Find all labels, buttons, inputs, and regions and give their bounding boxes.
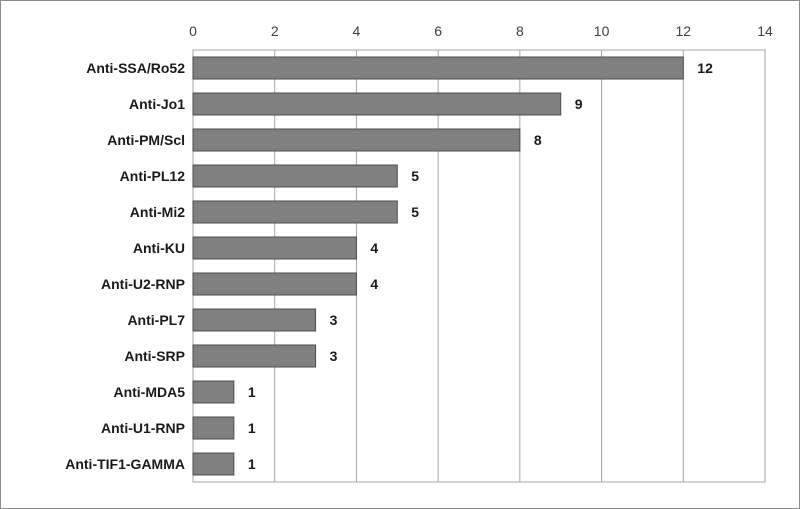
data-label: 1: [248, 384, 256, 400]
bar-anti-u2-rnp: [192, 272, 357, 296]
category-label: Anti-U2-RNP: [101, 276, 185, 292]
data-label: 8: [534, 132, 542, 148]
data-label: 3: [330, 312, 338, 328]
x-tick-label: 4: [353, 23, 361, 39]
bar-anti-jo1: [192, 92, 562, 116]
data-label: 12: [697, 60, 713, 76]
data-label: 4: [370, 240, 378, 256]
x-tick-label: 12: [675, 23, 691, 39]
bar-anti-pl7: [192, 308, 317, 332]
category-label: Anti-U1-RNP: [101, 420, 185, 436]
bar-anti-tif1-gamma: [192, 452, 235, 476]
bar-anti-u1-rnp: [192, 416, 235, 440]
category-label: Anti-PL7: [127, 312, 185, 328]
bar-anti-ku: [192, 236, 357, 260]
data-label: 3: [330, 348, 338, 364]
data-label: 4: [370, 276, 378, 292]
x-tick-label: 2: [271, 23, 279, 39]
data-label: 5: [411, 204, 419, 220]
bar-anti-ssa-ro52: [192, 56, 684, 80]
category-label: Anti-TIF1-GAMMA: [65, 456, 185, 472]
category-label: Anti-MDA5: [113, 384, 185, 400]
category-label: Anti-SRP: [124, 348, 185, 364]
category-label: Anti-SSA/Ro52: [86, 60, 185, 76]
data-label: 5: [411, 168, 419, 184]
x-tick-label: 8: [516, 23, 524, 39]
x-tick-label: 0: [189, 23, 197, 39]
data-label: 9: [575, 96, 583, 112]
x-tick-label: 6: [434, 23, 442, 39]
x-tick-label: 14: [757, 23, 773, 39]
data-label: 1: [248, 420, 256, 436]
category-label: Anti-PL12: [120, 168, 186, 184]
bar-anti-pl12: [192, 164, 398, 188]
bar-anti-pm-scl: [192, 128, 521, 152]
bar-anti-mda5: [192, 380, 235, 404]
category-label: Anti-KU: [133, 240, 185, 256]
category-label: Anti-PM/Scl: [107, 132, 185, 148]
bar-anti-mi2: [192, 200, 398, 224]
data-label: 1: [248, 456, 256, 472]
category-label: Anti-Jo1: [129, 96, 185, 112]
x-tick-label: 10: [594, 23, 610, 39]
category-label: Anti-Mi2: [130, 204, 185, 220]
bar-anti-srp: [192, 344, 317, 368]
